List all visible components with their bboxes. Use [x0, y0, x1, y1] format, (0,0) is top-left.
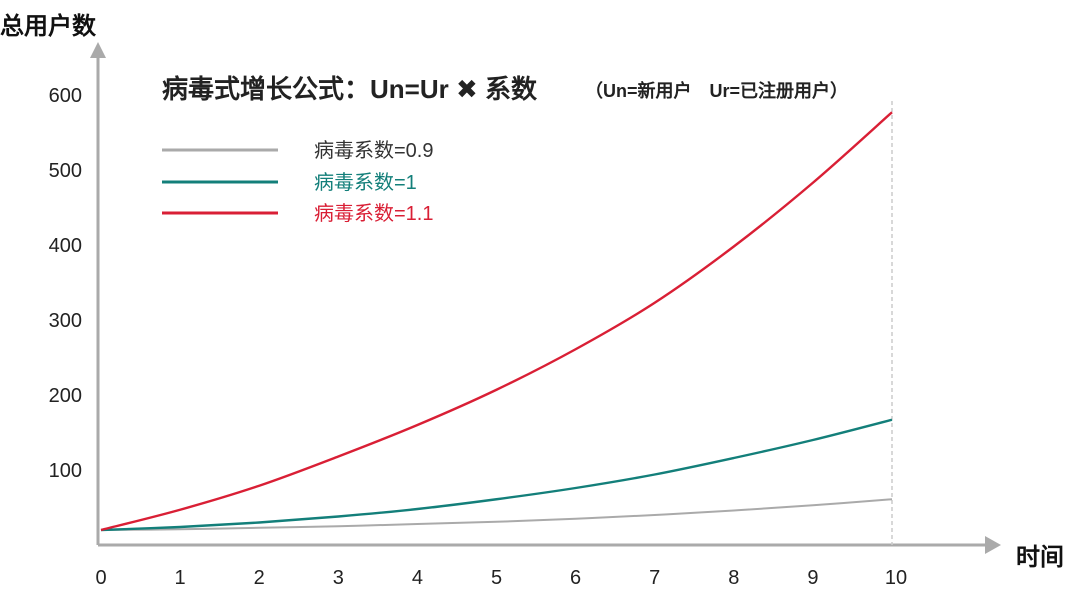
x-tick-label: 10 — [885, 567, 907, 589]
series-line-1 — [100, 418, 893, 532]
chart-title: 病毒式增长公式：Un=Ur ✖ 系数 — [162, 74, 538, 104]
y-tick-label: 200 — [49, 385, 82, 407]
x-tick-label: 7 — [649, 567, 660, 589]
legend-label-0: 病毒系数=0.9 — [314, 139, 433, 162]
x-tick-label: 6 — [570, 567, 581, 589]
chart-subtitle: （Un=新用户 Ur=已注册用户） — [585, 80, 848, 101]
y-tick-label: 600 — [49, 85, 82, 107]
series-line-2 — [100, 111, 893, 532]
x-axis-arrow-icon — [985, 536, 1001, 554]
y-tick-labels: 100 200 300 400 500 600 — [49, 85, 82, 482]
legend-label-2: 病毒系数=1.1 — [314, 202, 433, 225]
legend: 病毒系数=0.9 病毒系数=1 病毒系数=1.1 — [162, 139, 433, 225]
x-tick-label: 8 — [728, 567, 739, 589]
x-tick-label: 1 — [175, 567, 186, 589]
y-tick-label: 400 — [49, 235, 82, 257]
y-tick-label: 300 — [49, 310, 82, 332]
y-tick-label: 500 — [49, 160, 82, 182]
x-tick-label: 3 — [333, 567, 344, 589]
x-tick-label: 5 — [491, 567, 502, 589]
x-tick-label: 9 — [807, 567, 818, 589]
x-tick-labels: 0 1 2 3 4 5 6 7 8 9 10 — [95, 567, 907, 589]
series-line-0 — [100, 498, 893, 531]
y-axis-arrow-icon — [90, 42, 106, 58]
x-axis-title: 时间 — [1016, 544, 1064, 571]
x-tick-label: 0 — [95, 567, 106, 589]
x-tick-label: 2 — [254, 567, 265, 589]
y-axis-title: 总用户数 — [0, 12, 97, 40]
y-tick-label: 100 — [49, 460, 82, 482]
legend-label-1: 病毒系数=1 — [314, 171, 417, 194]
x-tick-label: 4 — [412, 567, 423, 589]
series-lines — [100, 111, 893, 532]
